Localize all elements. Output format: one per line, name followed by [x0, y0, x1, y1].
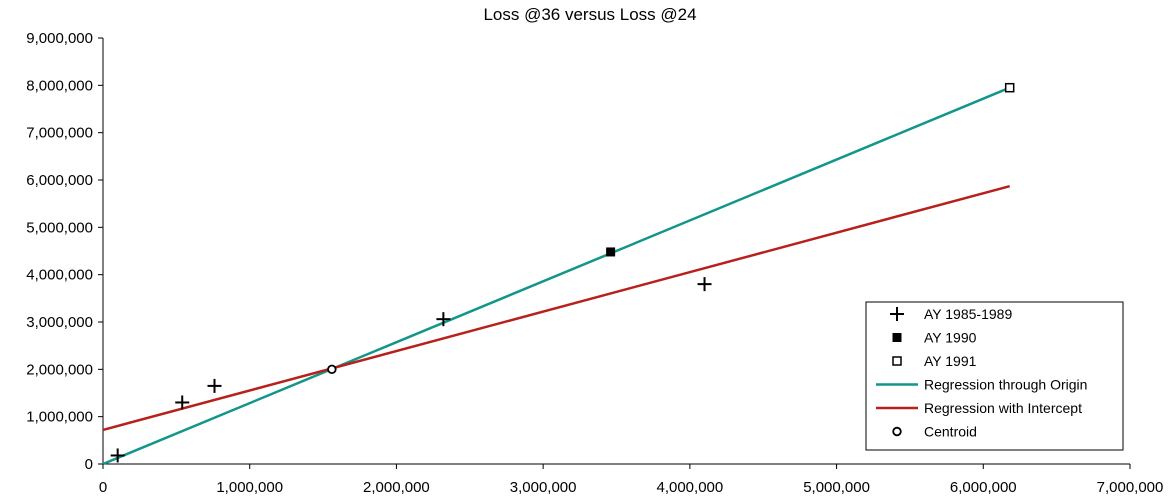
x-tick-label: 2,000,000	[363, 479, 430, 496]
x-tick-label: 6,000,000	[950, 479, 1017, 496]
legend-entry: AY 1985-1989	[890, 306, 1012, 322]
legend-entry: Regression through Origin	[876, 377, 1087, 393]
y-tick-label: 1,000,000	[26, 409, 93, 426]
regression-lines	[102, 86, 1011, 466]
y-tick-label: 9,000,000	[26, 30, 93, 47]
legend-swatch	[890, 307, 904, 321]
y-tick-label: 3,000,000	[26, 314, 93, 331]
y-tick-label: 5,000,000	[26, 219, 93, 236]
legend-label: Regression through Origin	[924, 377, 1087, 393]
data-point	[175, 395, 190, 410]
legend-swatch	[892, 426, 902, 437]
legend-swatch	[892, 333, 902, 342]
legend-box	[865, 301, 1124, 451]
legend-entry: AY 1991	[892, 353, 977, 369]
data-point	[436, 312, 451, 327]
y-tick-label: 8,000,000	[26, 77, 93, 94]
data-point	[606, 247, 616, 257]
x-tick-label: 4,000,000	[656, 479, 723, 496]
legend-label: Centroid	[924, 424, 977, 440]
legend-label: AY 1985-1989	[924, 306, 1012, 322]
data-point	[110, 448, 125, 463]
legend-entry: Centroid	[892, 424, 977, 440]
chart-title: Loss @36 versus Loss @24	[483, 5, 696, 24]
x-tick-label: 3,000,000	[510, 479, 577, 496]
series-line	[102, 86, 1011, 466]
series-line	[102, 184, 1011, 432]
legend-label: AY 1991	[924, 353, 977, 369]
y-tick-label: 7,000,000	[26, 125, 93, 142]
axes: 0 1,000,000 2,000,000 3,000,000 4,000,000 5,0…	[26, 30, 1163, 496]
legend-label: AY 1990	[924, 330, 977, 346]
legend-entry: AY 1990	[892, 330, 977, 346]
legend-swatch	[892, 356, 902, 366]
data-point	[697, 277, 712, 292]
x-tick-label: 5,000,000	[803, 479, 870, 496]
x-tick-label: 1,000,000	[216, 479, 283, 496]
data-points	[110, 82, 1015, 463]
data-point	[327, 364, 337, 375]
y-tick-label: 4,000,000	[26, 267, 93, 284]
x-tick-label: 7,000,000	[1097, 479, 1164, 496]
y-tick-label: 6,000,000	[26, 172, 93, 189]
x-tick-label: 0	[99, 479, 107, 496]
data-point	[207, 378, 222, 393]
legend: AY 1985-1989 AY 1990 AY 1991 Regression thr…	[865, 301, 1124, 451]
legend-label: Regression with Intercept	[924, 400, 1082, 416]
data-point	[1004, 82, 1015, 93]
legend-entry: Regression with Intercept	[876, 400, 1082, 416]
y-tick-label: 2,000,000	[26, 361, 93, 378]
y-tick-label: 0	[85, 456, 93, 473]
